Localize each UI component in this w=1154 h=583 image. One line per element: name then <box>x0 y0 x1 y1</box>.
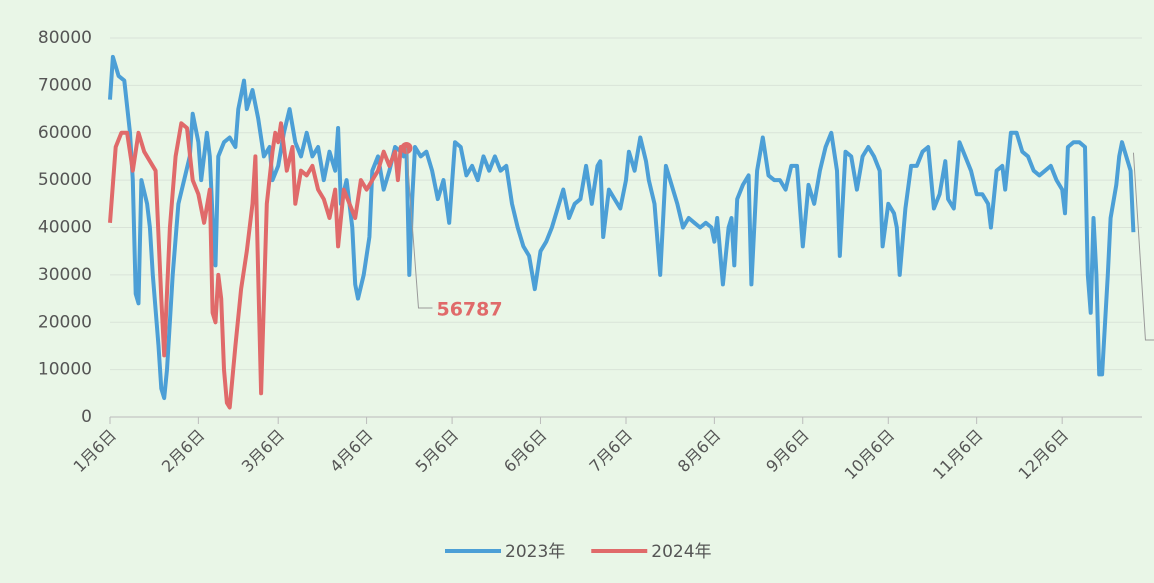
x-tick-label: 8月6日 <box>674 426 724 476</box>
series-line <box>108 54 1136 401</box>
x-tick-label: 7月6日 <box>586 426 636 476</box>
y-tick-label: 40000 <box>38 218 92 238</box>
y-tick-label: 20000 <box>38 312 92 332</box>
y-tick-label: 0 <box>81 407 92 427</box>
annotation: 56787 <box>436 299 502 321</box>
y-tick-label: 70000 <box>38 75 92 95</box>
x-tick-label: 6月6日 <box>500 426 550 476</box>
x-tick-label: 9月6日 <box>762 426 812 476</box>
annotation-connector <box>1132 152 1154 341</box>
y-tick-label: 60000 <box>38 123 92 143</box>
x-tick-label: 4月6日 <box>326 426 376 476</box>
x-tick-label: 3月6日 <box>238 426 288 476</box>
x-tick-label: 10月6日 <box>841 426 899 484</box>
y-tick-label: 80000 <box>38 28 92 48</box>
y-tick-label: 10000 <box>38 360 92 380</box>
legend-label: 2024年 <box>651 542 711 562</box>
annotation-connector <box>405 147 433 309</box>
legend-label: 2023年 <box>505 542 565 562</box>
x-tick-label: 5月6日 <box>412 426 462 476</box>
y-tick-label: 50000 <box>38 170 92 190</box>
x-tick-label: 1月6日 <box>70 426 120 476</box>
series-line <box>108 121 407 410</box>
x-tick-label: 12月6日 <box>1015 426 1073 484</box>
y-tick-label: 30000 <box>38 265 92 285</box>
x-tick-label: 2月6日 <box>158 426 208 476</box>
x-tick-label: 11月6日 <box>929 426 987 484</box>
